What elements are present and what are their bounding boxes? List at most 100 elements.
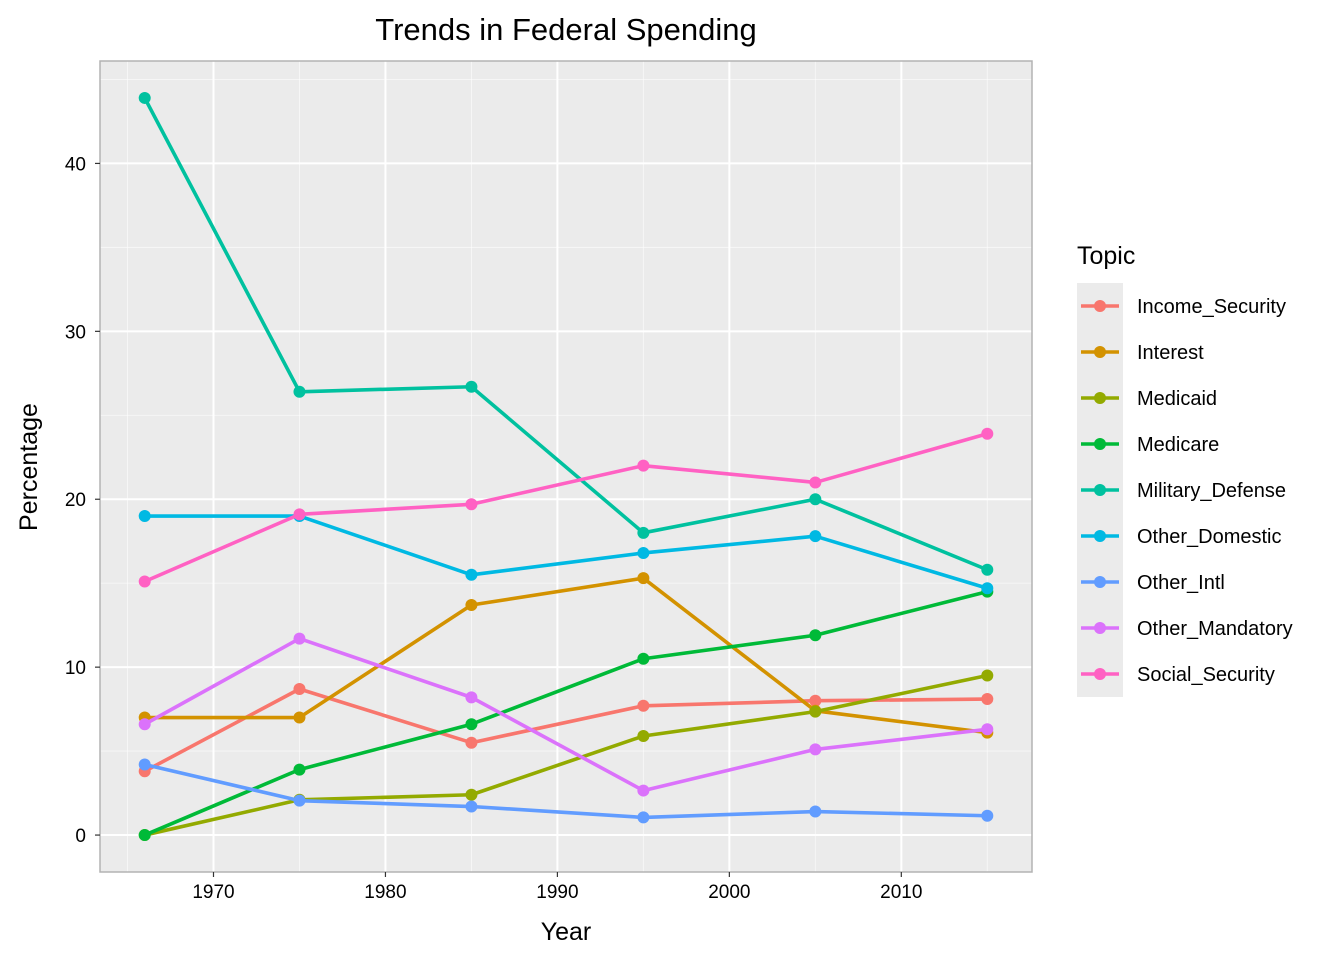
data-point	[138, 829, 151, 842]
data-point	[981, 582, 994, 595]
data-point	[293, 711, 306, 724]
legend-label: Other_Domestic	[1137, 526, 1282, 548]
y-tick-label: 40	[65, 154, 86, 175]
data-point	[293, 632, 306, 645]
data-point	[138, 510, 151, 523]
data-point	[293, 763, 306, 776]
legend-key-point	[1094, 484, 1106, 496]
legend: Topic Income_Security Interest Medicaid Med…	[1077, 242, 1293, 697]
data-point	[981, 809, 994, 822]
data-point	[809, 694, 822, 707]
legend-key-point	[1094, 530, 1106, 542]
data-point	[293, 682, 306, 695]
legend-label: Income_Security	[1137, 296, 1286, 318]
data-point	[465, 498, 478, 511]
legend-item: Medicare	[1081, 434, 1219, 456]
legend-item: Other_Mandatory	[1081, 618, 1293, 640]
data-point	[637, 546, 650, 559]
data-point	[465, 691, 478, 704]
data-point	[981, 563, 994, 576]
legend-label: Social_Security	[1137, 664, 1275, 686]
legend-key-point	[1094, 576, 1106, 588]
data-point	[465, 718, 478, 731]
legend-key-point	[1094, 392, 1106, 404]
series-income-security	[138, 682, 994, 778]
data-point	[293, 385, 306, 398]
data-point	[465, 380, 478, 393]
legend-label: Interest	[1137, 342, 1204, 364]
x-tick-label: 1980	[364, 882, 406, 903]
legend-key-point	[1094, 346, 1106, 358]
data-point	[809, 705, 822, 718]
data-point	[138, 718, 151, 731]
series-line	[144, 514, 988, 590]
x-axis-title: Year	[541, 918, 592, 946]
data-point	[637, 729, 650, 742]
data-point	[809, 476, 822, 489]
data-point	[809, 530, 822, 543]
data-point	[138, 758, 151, 771]
legend-item: Other_Domestic	[1081, 526, 1282, 548]
series-line	[144, 762, 988, 820]
data-point	[465, 800, 478, 813]
data-point	[637, 784, 650, 797]
data-point	[293, 794, 306, 807]
x-tick-label: 1970	[192, 882, 234, 903]
legend-item: Income_Security	[1081, 296, 1286, 318]
series-other-domestic	[138, 510, 994, 595]
data-point	[981, 427, 994, 440]
data-point	[637, 526, 650, 539]
series-line	[143, 636, 988, 793]
data-point	[637, 652, 650, 665]
series-line	[143, 97, 988, 572]
data-point	[637, 811, 650, 824]
series-line	[143, 687, 988, 773]
data-point	[138, 91, 151, 104]
data-point	[637, 459, 650, 472]
series-military-defense	[138, 91, 994, 576]
legend-item: Interest	[1081, 342, 1204, 364]
legend-title: Topic	[1077, 242, 1135, 270]
data-point	[809, 493, 822, 506]
legend-key-point	[1094, 668, 1106, 680]
data-point	[138, 575, 151, 588]
y-tick-label: 0	[75, 826, 86, 847]
data-point	[981, 723, 994, 736]
series-medicare	[138, 585, 994, 842]
data-point	[465, 599, 478, 612]
data-point	[981, 693, 994, 706]
legend-label: Medicaid	[1137, 388, 1217, 410]
legend-label: Other_Mandatory	[1137, 618, 1293, 640]
series-line	[144, 589, 988, 837]
legend-key-point	[1094, 622, 1106, 634]
plot-panel-border	[99, 60, 1033, 873]
data-point	[637, 572, 650, 585]
legend-item: Social_Security	[1081, 664, 1275, 686]
legend-label: Military_Defense	[1137, 480, 1286, 502]
data-point	[809, 629, 822, 642]
series-line	[144, 673, 988, 837]
series-other-intl	[138, 758, 994, 824]
data-point	[981, 669, 994, 682]
x-axis: 1970 1980 1990 2000 2010	[192, 872, 922, 903]
x-tick-label: 2000	[708, 882, 750, 903]
data-point	[465, 568, 478, 581]
legend-label: Other_Intl	[1137, 572, 1225, 594]
y-tick-label: 20	[65, 490, 86, 511]
series-other-mandatory	[138, 632, 994, 797]
y-tick-label: 10	[65, 658, 86, 679]
x-tick-label: 2010	[880, 882, 922, 903]
series-line	[144, 576, 988, 735]
y-axis-title: Percentage	[15, 403, 43, 531]
minor-gridlines	[100, 61, 1032, 872]
series-social-security	[138, 427, 994, 588]
legend-key-point	[1094, 300, 1106, 312]
data-point	[637, 699, 650, 712]
x-tick-label: 1990	[536, 882, 578, 903]
data-point	[465, 736, 478, 749]
legend-label: Medicare	[1137, 434, 1219, 456]
data-point	[809, 805, 822, 818]
legend-item: Military_Defense	[1081, 480, 1286, 502]
legend-item: Medicaid	[1081, 388, 1217, 410]
